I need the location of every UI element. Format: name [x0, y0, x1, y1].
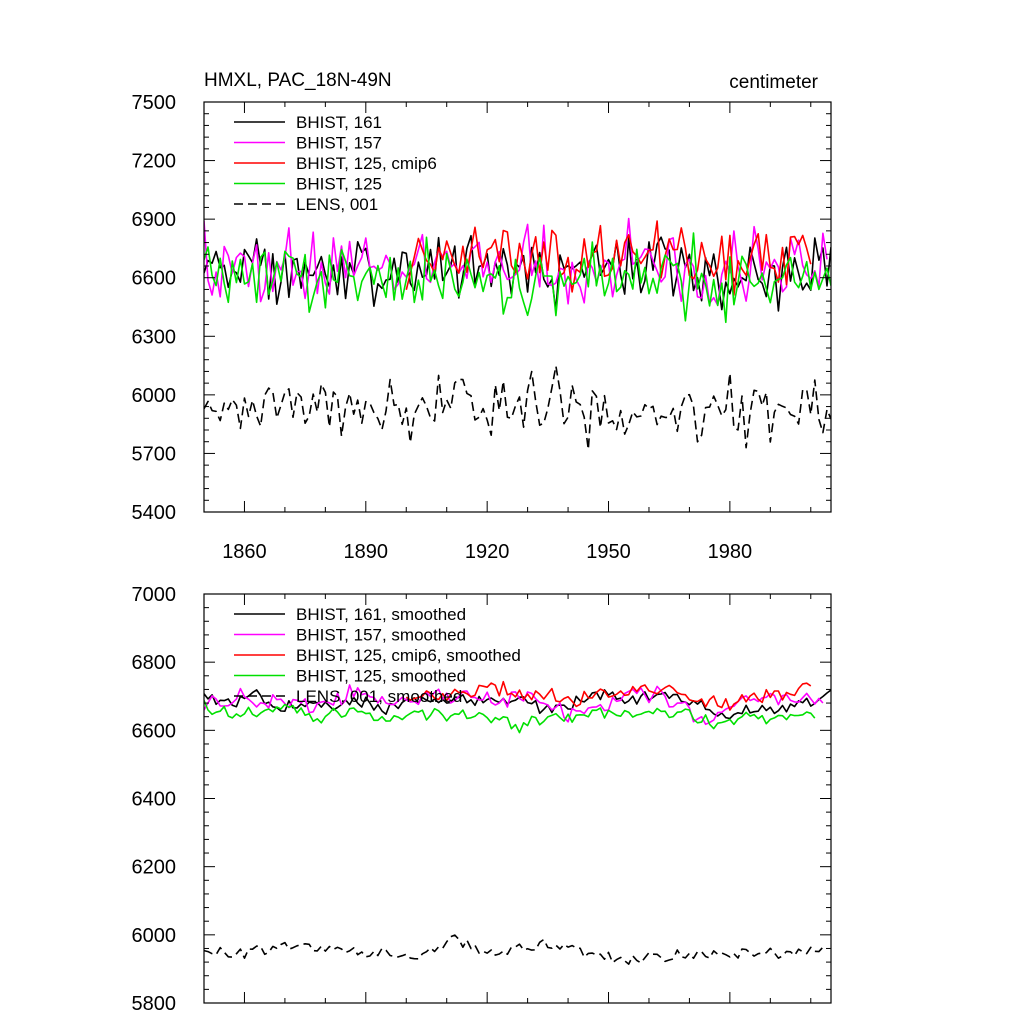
legend-entry: BHIST, 125, smoothed: [296, 667, 466, 686]
chart-title: HMXL, PAC_18N-49N: [204, 70, 392, 91]
legend-entry: BHIST, 157, smoothed: [296, 626, 466, 645]
series-line-3: [204, 700, 816, 734]
legend: BHIST, 161, smoothed BHIST, 157, smoothed…: [234, 605, 521, 706]
y-tick-label: 7200: [132, 151, 177, 173]
series-line-1: [204, 217, 828, 306]
chart-units: centimeter: [729, 72, 818, 93]
x-tick-label: 1980: [708, 541, 753, 563]
y-tick-label: 5700: [132, 443, 177, 465]
legend-entry: BHIST, 161, smoothed: [296, 605, 466, 624]
x-tick-label: 1920: [465, 541, 510, 563]
y-tick-label: 6000: [132, 385, 177, 407]
y-tick-label: 6900: [132, 209, 177, 231]
y-tick-label: 6200: [132, 857, 177, 879]
series-line-2: [405, 680, 812, 711]
y-tick-label: 5800: [132, 993, 177, 1015]
bottom-smoothed-line-chart: 5800 6000 6200 6400 6600 6800 7000 BHIST, 161, …: [132, 584, 832, 1015]
series-line-4: [204, 934, 824, 965]
y-tick-label: 6600: [132, 720, 177, 742]
series-line-1: [204, 684, 824, 726]
plot-frame: [203, 101, 832, 513]
y-tick-label: 5400: [132, 502, 177, 524]
legend-entry: LENS, 001, smoothed: [296, 687, 462, 706]
x-tick-label: 1860: [222, 541, 267, 563]
legend-entry: BHIST, 157: [296, 134, 382, 153]
series-line-3: [204, 232, 831, 324]
y-tick-label: 7500: [132, 92, 177, 114]
legend-entry: LENS, 001: [296, 195, 378, 214]
legend-entry: BHIST, 161: [296, 113, 382, 132]
x-tick-label: 1890: [344, 541, 389, 563]
top-line-chart: 5400 5700 6000 6300 6600 6900 7200 7500 1860 1890…: [132, 92, 832, 563]
series-line-4: [204, 365, 831, 451]
legend-entry: BHIST, 125: [296, 175, 382, 194]
legend-entry: BHIST, 125, cmip6, smoothed: [296, 646, 521, 665]
series-line-0: [204, 689, 831, 720]
legend-entry: BHIST, 125, cmip6: [296, 154, 437, 173]
x-tick-label: 1950: [586, 541, 631, 563]
y-tick-label: 7000: [132, 584, 177, 606]
y-tick-label: 6600: [132, 268, 177, 290]
y-tick-label: 6300: [132, 326, 177, 348]
series-line-2: [405, 220, 812, 296]
y-tick-label: 6800: [132, 652, 177, 674]
y-tick-label: 6400: [132, 789, 177, 811]
y-tick-label: 6000: [132, 925, 177, 947]
